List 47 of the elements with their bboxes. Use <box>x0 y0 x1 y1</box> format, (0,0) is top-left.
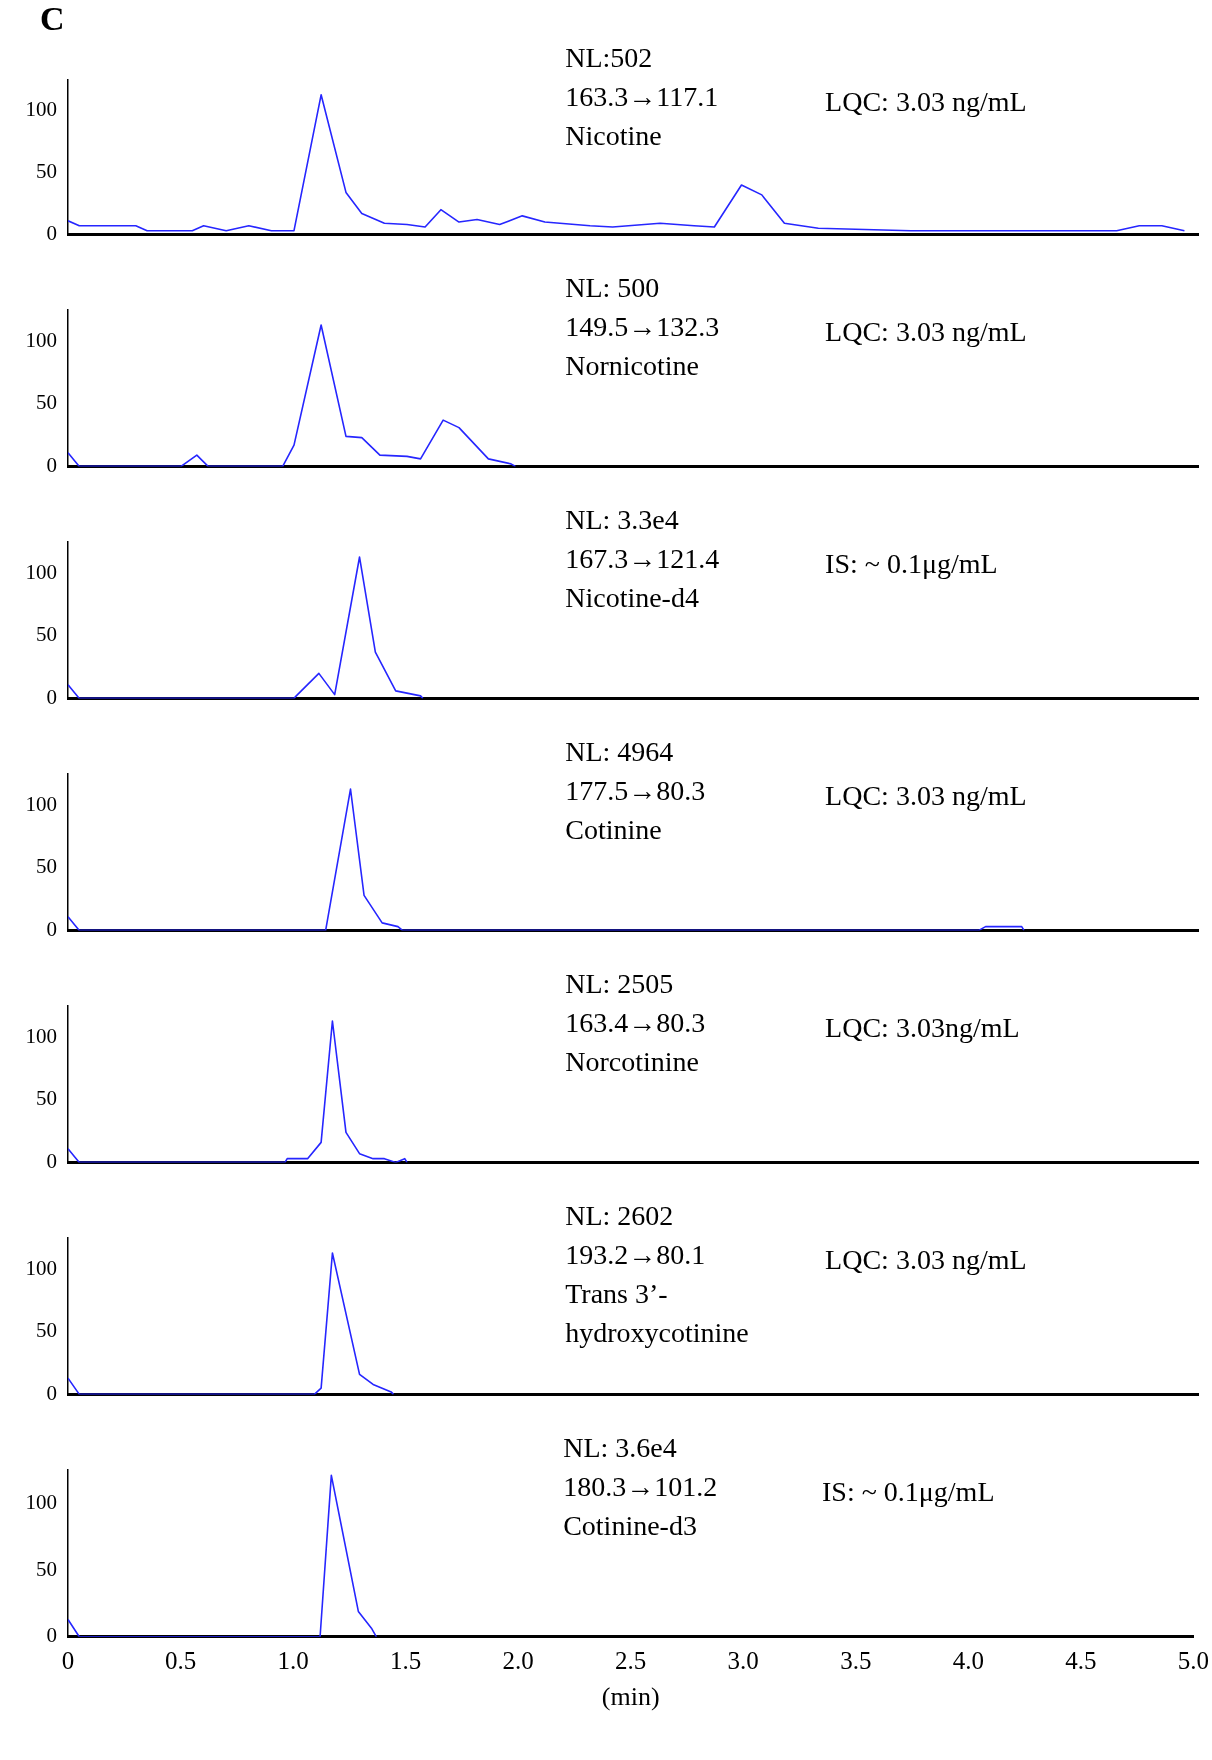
x-tick-label: 5.0 <box>1177 1647 1209 1675</box>
x-tick-label: 3.0 <box>727 1647 759 1675</box>
y-tick-label: 100 <box>25 559 57 584</box>
y-tick-label: 0 <box>46 452 57 477</box>
y-tick-label: 50 <box>36 390 57 415</box>
x-tick-label: 2.5 <box>615 1647 647 1675</box>
y-tick-label: 50 <box>36 622 57 647</box>
y-tick-label: 0 <box>46 1380 57 1405</box>
annotation: NL: 2505 163.4→80.3 Norcotinine <box>565 968 706 1078</box>
y-tick-label: 50 <box>36 1086 57 1111</box>
y-tick-label: 50 <box>36 854 57 879</box>
x-axis-title: (min) <box>601 1682 660 1712</box>
annotation: NL: 3.6e4 180.3→101.2 Cotinine-d3 <box>563 1432 718 1542</box>
y-tick-label: 0 <box>46 1148 57 1173</box>
y-tick-label: 0 <box>46 684 57 709</box>
annotation: NL: 4964 177.5→80.3 Cotinine <box>565 736 706 846</box>
annotation: LQC: 3.03 ng/mL <box>825 1244 1027 1276</box>
y-tick-label: 100 <box>25 1023 57 1048</box>
annotation: IS: ~ 0.1μg/mL <box>822 1476 995 1508</box>
chart-title: C <box>40 0 65 37</box>
x-tick-label: 4.0 <box>952 1647 984 1675</box>
x-tick-label: 1.0 <box>277 1647 309 1675</box>
y-tick-label: 50 <box>36 1556 57 1581</box>
y-tick-label: 0 <box>46 220 57 245</box>
x-tick-label: 4.5 <box>1065 1647 1097 1675</box>
y-tick-label: 0 <box>46 916 57 941</box>
y-tick-label: 100 <box>25 97 57 122</box>
annotation: LQC: 3.03 ng/mL <box>825 780 1027 812</box>
annotation: NL: 500 149.5→132.3 Nornicotine <box>565 272 720 382</box>
x-tick-label: 0.5 <box>164 1647 197 1675</box>
annotation: NL: 3.3e4 167.3→121.4 Nicotine-d4 <box>565 504 720 614</box>
y-tick-label: 100 <box>25 1255 57 1280</box>
y-tick-label: 100 <box>25 327 57 352</box>
annotation: LQC: 3.03 ng/mL <box>825 86 1027 118</box>
y-tick-label: 50 <box>36 1318 57 1343</box>
x-tick-label: 2.0 <box>502 1647 534 1675</box>
annotation: NL: 2602 193.2→80.1 Trans 3’- hydroxycotinine <box>565 1200 749 1349</box>
annotation: LQC: 3.03ng/mL <box>825 1012 1020 1044</box>
annotation: IS: ~ 0.1μg/mL <box>825 548 998 580</box>
y-tick-label: 50 <box>36 159 57 184</box>
x-tick-label: 3.5 <box>840 1647 872 1675</box>
x-tick-label: 1.5 <box>389 1647 422 1675</box>
y-tick-label: 100 <box>25 1489 57 1514</box>
y-tick-label: 100 <box>25 791 57 816</box>
y-tick-label: 0 <box>46 1623 57 1648</box>
annotation: LQC: 3.03 ng/mL <box>825 316 1027 348</box>
annotation: NL:502 163.3→117.1 Nicotine <box>565 42 719 152</box>
